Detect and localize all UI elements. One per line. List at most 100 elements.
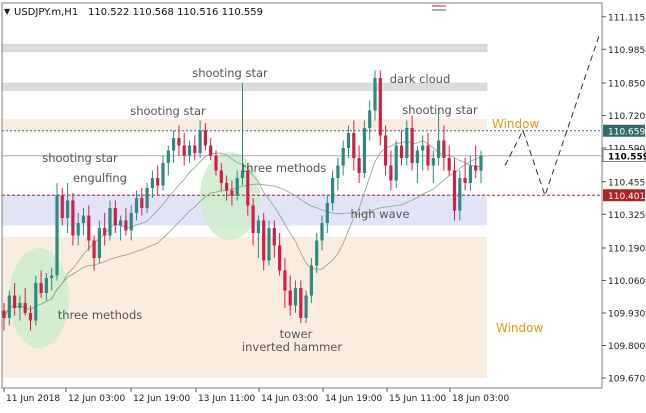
candle[interactable] — [145, 183, 149, 213]
candle[interactable] — [468, 155, 472, 191]
candle[interactable] — [193, 135, 197, 161]
candle[interactable] — [23, 288, 27, 316]
candle[interactable] — [28, 305, 33, 331]
candle[interactable] — [209, 138, 213, 161]
candle[interactable] — [7, 290, 11, 326]
candle[interactable] — [378, 70, 382, 146]
candle[interactable] — [187, 140, 192, 164]
candle[interactable] — [92, 235, 96, 271]
candle[interactable] — [166, 145, 170, 176]
candle[interactable] — [336, 158, 340, 191]
candle[interactable] — [34, 275, 38, 326]
candle[interactable] — [66, 183, 70, 233]
candle[interactable] — [293, 280, 298, 314]
candle[interactable] — [288, 275, 292, 316]
candle[interactable] — [278, 233, 282, 276]
candle[interactable] — [235, 170, 239, 201]
candle[interactable] — [214, 150, 218, 176]
candle[interactable] — [18, 295, 22, 321]
candle[interactable] — [251, 198, 255, 246]
candle[interactable] — [373, 70, 377, 121]
candle[interactable] — [410, 115, 414, 171]
candle[interactable] — [140, 188, 144, 216]
candle[interactable] — [87, 205, 91, 251]
candle[interactable] — [71, 193, 75, 246]
candle[interactable] — [431, 150, 435, 184]
candle[interactable] — [103, 213, 107, 246]
candle[interactable] — [272, 220, 276, 259]
trade-levels-icon[interactable] — [432, 5, 446, 11]
candle[interactable] — [119, 215, 123, 241]
candle[interactable] — [320, 215, 324, 251]
candle[interactable] — [309, 258, 313, 303]
candle[interactable] — [304, 290, 308, 324]
time-axis-label: 12 Jun 19:00 — [133, 394, 190, 404]
candle[interactable] — [362, 120, 366, 179]
candle[interactable] — [182, 133, 186, 166]
candle[interactable] — [389, 150, 393, 191]
candle[interactable] — [452, 158, 457, 221]
candle[interactable] — [108, 200, 112, 241]
candle[interactable] — [341, 140, 345, 176]
candle[interactable] — [357, 145, 361, 184]
candle[interactable] — [172, 130, 176, 164]
candle[interactable] — [256, 215, 260, 259]
candle[interactable] — [60, 188, 64, 226]
candle[interactable] — [415, 145, 419, 184]
candle[interactable] — [399, 130, 404, 166]
candle[interactable] — [55, 183, 59, 281]
candle[interactable] — [479, 150, 483, 184]
candle[interactable] — [352, 120, 356, 171]
candle[interactable] — [458, 170, 462, 221]
symbol-menu-icon[interactable]: ▼ — [4, 7, 11, 16]
candle[interactable] — [240, 83, 245, 186]
candle[interactable] — [426, 133, 430, 171]
candle[interactable] — [442, 125, 446, 171]
candle[interactable] — [405, 120, 409, 166]
candle[interactable] — [368, 100, 372, 141]
candle[interactable] — [262, 213, 266, 271]
candle[interactable] — [97, 220, 101, 264]
candle[interactable] — [177, 125, 181, 156]
candle[interactable] — [50, 268, 54, 291]
candle[interactable] — [283, 258, 287, 308]
candle[interactable] — [113, 200, 117, 234]
candle[interactable] — [129, 205, 133, 241]
candle[interactable] — [81, 208, 86, 236]
demand-zone — [2, 236, 487, 378]
candle[interactable] — [219, 163, 223, 191]
candle[interactable] — [421, 135, 425, 171]
candle[interactable] — [346, 125, 351, 159]
candle[interactable] — [134, 190, 139, 221]
candle[interactable] — [331, 170, 335, 211]
candle[interactable] — [246, 165, 250, 216]
candle[interactable] — [150, 170, 154, 199]
candle[interactable] — [2, 303, 6, 331]
candle[interactable] — [384, 125, 388, 176]
candle[interactable] — [394, 140, 398, 189]
candle[interactable] — [437, 108, 441, 166]
candle[interactable] — [161, 155, 165, 191]
candle[interactable] — [463, 158, 467, 191]
candle[interactable] — [13, 283, 17, 316]
candle-body — [124, 220, 128, 231]
candle[interactable] — [447, 145, 451, 176]
candle[interactable] — [225, 175, 229, 201]
candle[interactable] — [474, 145, 478, 179]
candle[interactable] — [124, 208, 128, 236]
candle[interactable] — [156, 165, 160, 196]
candle[interactable] — [325, 195, 329, 234]
candle[interactable] — [39, 270, 43, 299]
candle[interactable] — [76, 213, 80, 246]
candle-body — [161, 163, 165, 186]
candle[interactable] — [44, 273, 48, 301]
candle[interactable] — [198, 120, 202, 159]
candle[interactable] — [230, 180, 234, 206]
candle[interactable] — [299, 280, 303, 324]
candle[interactable] — [267, 220, 271, 266]
candle[interactable] — [315, 233, 319, 273]
candle-body — [39, 283, 43, 293]
candle[interactable] — [203, 123, 207, 151]
